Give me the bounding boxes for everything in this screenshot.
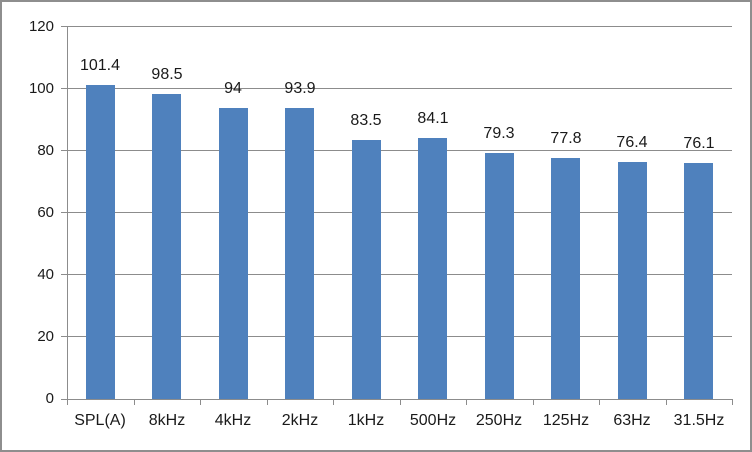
x-axis-category-label: 125Hz <box>542 412 590 429</box>
bar-value-label: 79.3 <box>483 125 515 142</box>
y-axis-label: 120 <box>28 18 54 35</box>
x-axis-tick <box>599 400 600 405</box>
bar <box>285 108 314 399</box>
y-axis-tick <box>61 150 67 151</box>
gridline <box>67 26 732 27</box>
y-axis-label: 0 <box>45 390 54 407</box>
bar <box>152 94 181 399</box>
x-axis-category-label: 31.5Hz <box>673 412 725 429</box>
y-axis-tick <box>61 26 67 27</box>
bar-value-label: 83.5 <box>350 112 382 129</box>
gridline <box>67 274 732 275</box>
x-axis-category-label: 2kHz <box>281 412 319 429</box>
y-axis-label: 60 <box>37 204 54 221</box>
bar <box>86 85 115 399</box>
bar-value-label: 101.4 <box>79 57 121 74</box>
bar <box>551 158 580 399</box>
y-axis-label: 80 <box>37 142 54 159</box>
plot-area: 101.4 98.5 94 93.9 83.5 84.1 79.3 77.8 76.4 76.1 <box>67 26 732 399</box>
x-axis-category-label: 250Hz <box>475 412 523 429</box>
x-axis-tick <box>333 400 334 405</box>
gridline <box>67 88 732 89</box>
bar-value-label: 76.1 <box>683 135 715 152</box>
x-axis-tick <box>466 400 467 405</box>
bar-value-label: 93.9 <box>284 80 316 97</box>
x-axis-category-label: 500Hz <box>409 412 457 429</box>
y-axis-tick <box>61 88 67 89</box>
x-axis-tick <box>666 400 667 405</box>
x-axis-line <box>67 399 733 400</box>
x-axis-category-label: SPL(A) <box>74 412 126 429</box>
x-axis-tick <box>134 400 135 405</box>
x-axis-tick <box>400 400 401 405</box>
x-axis-tick <box>267 400 268 405</box>
gridline <box>67 212 732 213</box>
bar-value-label: 84.1 <box>417 110 449 127</box>
gridline <box>67 336 732 337</box>
x-axis-tick <box>67 400 68 405</box>
bar <box>684 163 713 399</box>
bar <box>352 140 381 399</box>
bar <box>418 138 447 399</box>
y-axis-label: 20 <box>37 328 54 345</box>
y-axis-tick <box>61 212 67 213</box>
gridline <box>67 150 732 151</box>
y-axis-line <box>67 27 68 399</box>
x-axis-tick <box>533 400 534 405</box>
bar <box>219 108 248 399</box>
bar-value-label: 94 <box>224 80 242 97</box>
bar-value-label: 98.5 <box>151 66 183 83</box>
y-axis-label: 40 <box>37 266 54 283</box>
x-axis-category-label: 8kHz <box>148 412 186 429</box>
x-axis-category-label: 1kHz <box>347 412 385 429</box>
y-axis-tick <box>61 274 67 275</box>
bar <box>618 162 647 399</box>
y-axis-tick <box>61 399 67 400</box>
bar <box>485 153 514 399</box>
x-axis-tick <box>732 400 733 405</box>
y-axis-tick <box>61 336 67 337</box>
y-axis-label: 100 <box>28 80 54 97</box>
x-axis-category-label: 4kHz <box>214 412 252 429</box>
bar-value-label: 77.8 <box>550 130 582 147</box>
x-axis-tick <box>200 400 201 405</box>
bar-value-label: 76.4 <box>616 134 648 151</box>
x-axis-category-label: 63Hz <box>613 412 651 429</box>
